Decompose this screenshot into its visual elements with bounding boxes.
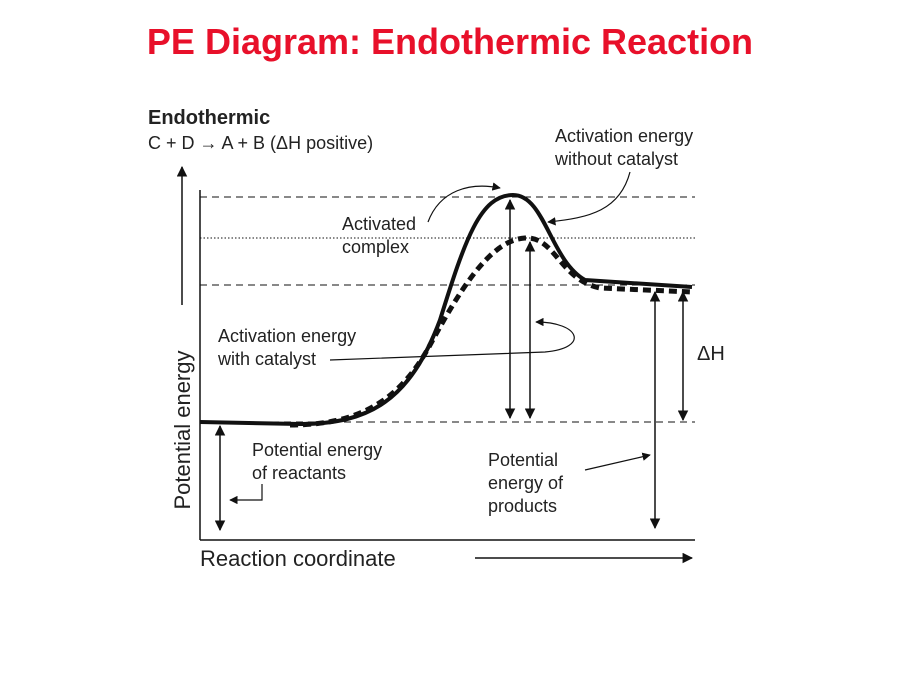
y-axis-label: Potential energy (170, 351, 195, 510)
label-activation-with-catalyst: with catalyst (217, 349, 316, 369)
slide-title: PE Diagram: Endothermic Reaction (147, 21, 753, 62)
x-axis-label: Reaction coordinate (200, 546, 396, 571)
label-reactants: Potential energy (252, 440, 382, 460)
axes (176, 165, 695, 564)
label-delta-h: ΔH (697, 343, 725, 365)
heading: Endothermic (148, 107, 270, 129)
labels: Activation energy without catalyst Activat… (217, 126, 725, 516)
uncatalyzed-curve (199, 192, 693, 427)
label-activation-with-catalyst: Activation energy (218, 326, 356, 346)
energy-arrows (214, 198, 689, 532)
reference-lines (200, 196, 695, 423)
label-products: Potential (488, 450, 558, 470)
label-activated-complex: Activated (342, 214, 416, 234)
label-products: products (488, 496, 557, 516)
label-products: energy of (488, 473, 564, 493)
equation: C + D → A + B (ΔH positive) (148, 133, 373, 153)
label-activation-without-catalyst: Activation energy (555, 126, 693, 146)
label-activation-without-catalyst: without catalyst (554, 149, 678, 169)
catalyzed-curve (289, 235, 693, 428)
label-activated-complex: complex (342, 237, 409, 257)
label-reactants: of reactants (252, 463, 346, 483)
pointers (229, 171, 651, 505)
